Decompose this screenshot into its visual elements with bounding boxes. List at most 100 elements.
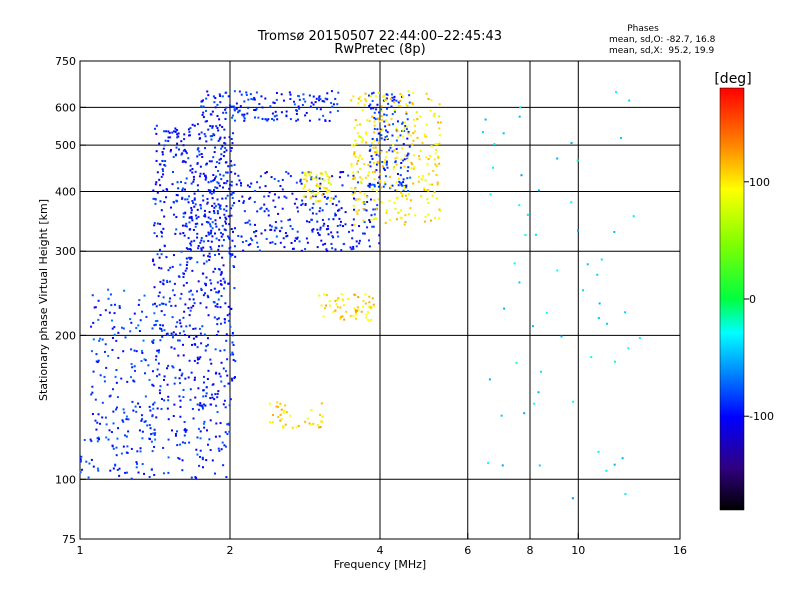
data-point — [226, 423, 229, 426]
data-point — [205, 163, 208, 166]
data-point — [160, 302, 163, 305]
data-point — [396, 156, 399, 159]
data-point — [218, 435, 221, 438]
data-point — [369, 221, 372, 224]
data-point — [318, 118, 321, 121]
data-point — [416, 136, 419, 139]
data-point — [352, 171, 355, 174]
data-point — [230, 146, 233, 149]
data-point — [169, 148, 172, 151]
data-point — [224, 142, 227, 145]
data-point — [334, 248, 337, 251]
data-point — [310, 171, 313, 174]
data-point — [245, 93, 248, 96]
data-point — [308, 208, 311, 211]
data-point — [154, 432, 157, 435]
data-point — [279, 184, 282, 187]
data-point — [226, 374, 229, 377]
data-point — [146, 424, 149, 427]
data-point — [365, 100, 368, 103]
data-point — [219, 204, 222, 207]
data-point — [165, 188, 168, 191]
data-point — [112, 410, 115, 413]
data-point — [184, 211, 187, 214]
data-point — [534, 233, 537, 236]
data-point — [207, 239, 210, 242]
data-point — [357, 102, 360, 105]
data-point — [188, 290, 191, 293]
data-point — [328, 300, 331, 303]
data-point — [339, 220, 342, 223]
data-point — [231, 191, 234, 194]
data-point — [215, 291, 218, 294]
data-point — [111, 327, 114, 330]
data-point — [166, 367, 169, 370]
data-point — [369, 103, 372, 106]
data-point — [141, 418, 144, 421]
data-point — [390, 97, 393, 100]
data-point — [193, 198, 196, 201]
data-point — [115, 446, 118, 449]
data-point — [205, 234, 208, 237]
data-point — [224, 220, 227, 223]
data-point — [379, 129, 382, 132]
data-point — [391, 150, 394, 153]
data-point — [600, 258, 603, 261]
data-point — [253, 98, 256, 101]
data-point — [196, 123, 199, 126]
data-point — [163, 144, 166, 147]
data-point — [414, 130, 417, 133]
data-point — [365, 141, 368, 144]
data-point — [319, 182, 322, 185]
data-point — [219, 279, 222, 282]
data-point — [222, 464, 225, 467]
data-point — [182, 354, 185, 357]
data-point — [222, 239, 225, 242]
data-point — [153, 263, 156, 266]
data-point — [590, 355, 593, 358]
data-point — [218, 138, 221, 141]
data-point — [172, 254, 175, 257]
data-point — [216, 198, 219, 201]
data-point — [172, 155, 175, 158]
data-point — [370, 107, 373, 110]
data-point — [352, 314, 355, 317]
data-point — [271, 241, 274, 244]
data-point — [412, 139, 415, 142]
data-point — [373, 139, 376, 142]
data-point — [209, 189, 212, 192]
data-point — [196, 356, 199, 359]
data-point — [533, 402, 536, 405]
data-point — [328, 304, 331, 307]
data-point — [314, 195, 317, 198]
data-point — [199, 332, 202, 335]
data-point — [109, 293, 112, 296]
data-point — [358, 225, 361, 228]
data-point — [339, 224, 342, 227]
data-point — [153, 445, 156, 448]
data-point — [224, 445, 227, 448]
data-point — [191, 171, 194, 174]
data-point — [347, 298, 350, 301]
data-point — [90, 350, 93, 353]
data-point — [481, 130, 484, 133]
data-point — [235, 183, 238, 186]
data-point — [424, 215, 427, 218]
data-point — [200, 247, 203, 250]
data-point — [223, 444, 226, 447]
data-point — [209, 217, 212, 220]
data-point — [293, 202, 296, 205]
data-point — [185, 247, 188, 250]
data-point — [331, 105, 334, 108]
data-point — [99, 314, 102, 317]
data-point — [177, 187, 180, 190]
data-point — [437, 155, 440, 158]
data-point — [283, 246, 286, 249]
data-point — [205, 345, 208, 348]
data-point — [205, 220, 208, 223]
data-point — [153, 232, 156, 235]
data-point — [295, 426, 298, 429]
data-point — [183, 160, 186, 163]
data-point — [194, 396, 197, 399]
data-point — [191, 199, 194, 202]
